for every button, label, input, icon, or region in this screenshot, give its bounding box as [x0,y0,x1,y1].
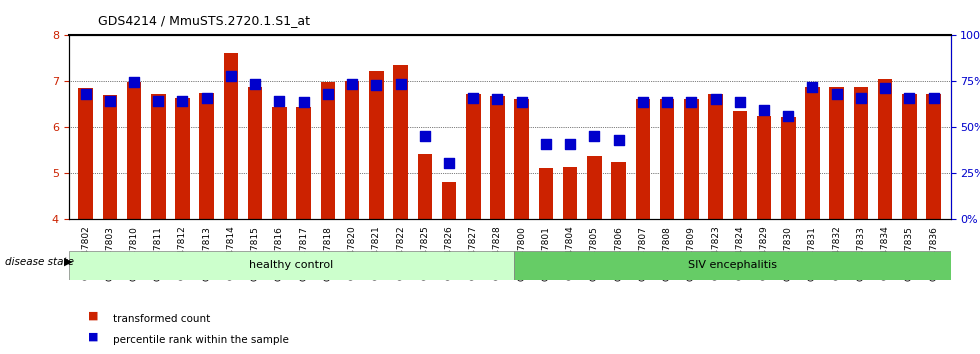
Point [199,95,215,101]
Bar [806,87,819,219]
Point [490,96,506,102]
Point [805,84,820,90]
Point [393,81,409,86]
Bar [732,111,747,219]
Point [102,98,118,104]
Bar [296,107,311,219]
Point [271,98,287,104]
Bar [272,107,287,219]
Point [732,99,748,105]
Bar [829,87,844,219]
Point [126,80,142,85]
Bar [563,166,577,219]
Bar [345,81,360,219]
Text: ▶: ▶ [64,257,73,267]
Point [877,85,893,91]
Text: transformed count: transformed count [113,314,210,324]
Bar [903,94,916,219]
Point [344,81,360,86]
Text: percentile rank within the sample: percentile rank within the sample [113,335,288,345]
Bar [223,53,238,219]
Point [683,99,699,105]
Bar [369,71,383,219]
Bar [490,96,505,219]
Bar [417,154,432,219]
Point [368,82,384,88]
Point [514,99,529,105]
Point [563,141,578,146]
Bar [78,88,93,219]
Point [902,95,917,101]
Text: ■: ■ [88,332,99,342]
Point [441,160,457,166]
Text: GDS4214 / MmuSTS.2720.1.S1_at: GDS4214 / MmuSTS.2720.1.S1_at [98,14,310,27]
Point [174,98,190,104]
Bar [514,99,529,219]
Point [320,91,336,97]
Bar [878,79,893,219]
Point [611,137,626,143]
Bar [926,94,941,219]
Point [247,81,263,86]
Bar [612,162,626,219]
Bar [126,82,141,219]
Text: healthy control: healthy control [249,261,333,270]
Bar [854,87,868,219]
Point [587,133,603,138]
Point [77,91,93,97]
Bar [248,87,263,219]
Bar [466,94,480,219]
Bar [103,95,117,219]
Bar [442,182,457,219]
Bar [636,99,650,219]
Bar [781,117,796,219]
Text: disease state: disease state [5,257,74,267]
Point [708,96,723,102]
Bar [200,93,214,219]
FancyBboxPatch shape [69,251,514,280]
Point [635,99,651,105]
Point [757,107,772,113]
Point [223,73,239,79]
Point [296,99,312,105]
Bar [393,65,408,219]
Bar [175,97,190,219]
Bar [709,94,723,219]
Point [416,133,432,138]
Text: ■: ■ [88,310,99,321]
Point [466,95,481,101]
Bar [684,99,699,219]
Point [854,95,869,101]
Point [829,91,845,97]
Point [150,98,166,104]
Bar [320,82,335,219]
Point [660,99,675,105]
FancyBboxPatch shape [514,251,951,280]
Point [926,95,942,101]
Bar [660,99,674,219]
Bar [757,116,771,219]
Bar [151,94,166,219]
Bar [539,168,554,219]
Point [538,141,554,146]
Point [780,113,796,119]
Text: SIV encephalitis: SIV encephalitis [688,261,777,270]
Bar [587,156,602,219]
